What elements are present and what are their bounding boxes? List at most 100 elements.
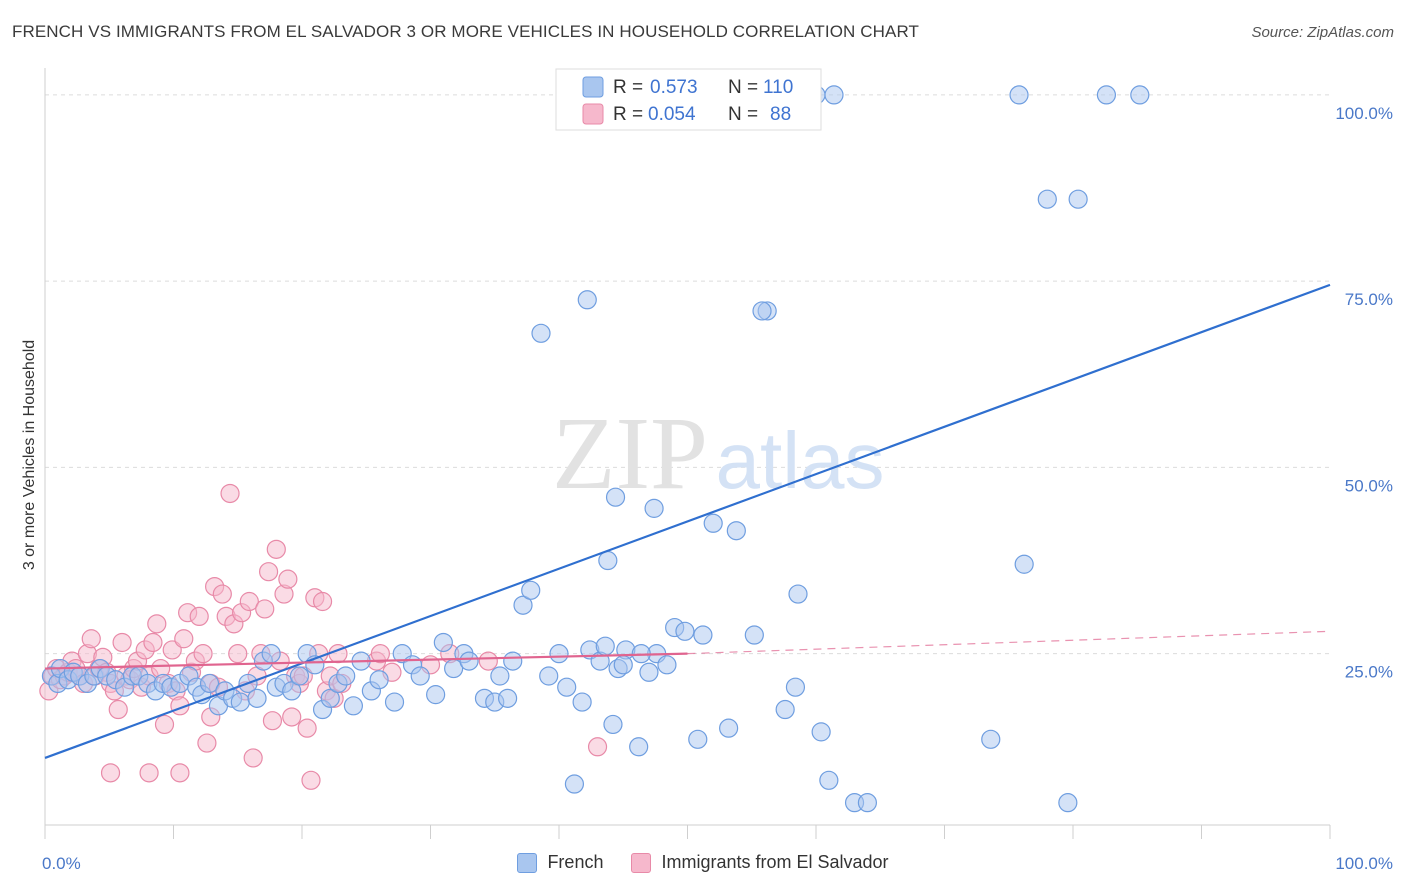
el-salvador-point-71 bbox=[312, 591, 333, 612]
legend-n-value-el-salvador: 88 bbox=[770, 104, 791, 125]
french-point-89 bbox=[726, 521, 746, 541]
french-point-28 bbox=[247, 688, 267, 708]
legend-item-el-salvador[interactable]: Immigrants from El Salvador bbox=[631, 852, 889, 873]
french-point-57 bbox=[498, 688, 518, 708]
french-point-107 bbox=[1130, 85, 1150, 105]
french-point-104 bbox=[981, 729, 1001, 749]
french-point-56 bbox=[490, 666, 510, 686]
el-salvador-point-39 bbox=[189, 606, 209, 627]
french-point-82 bbox=[657, 655, 677, 675]
french-point-26 bbox=[230, 692, 250, 712]
el-salvador-point-59 bbox=[266, 539, 286, 559]
el-salvador-point-68 bbox=[301, 770, 321, 790]
legend-n-label-french: N = bbox=[728, 77, 758, 98]
tick-labels: 25.0% 50.0% 75.0% 100.0% 0.0% 100.0% bbox=[42, 104, 1393, 873]
grid-lines bbox=[45, 94, 1330, 655]
el-salvador-point-30 bbox=[154, 714, 175, 735]
french-point-68 bbox=[603, 714, 623, 735]
chart-title: FRENCH VS IMMIGRANTS FROM EL SALVADOR 3 … bbox=[12, 22, 919, 41]
legend-swatch-el-salvador bbox=[582, 103, 604, 125]
french-point-103 bbox=[1068, 189, 1088, 209]
series-legend: French Immigrants from El Salvador bbox=[0, 852, 1406, 873]
french-point-38 bbox=[320, 688, 340, 708]
french-point-65 bbox=[572, 692, 592, 712]
legend-item-french[interactable]: French bbox=[517, 852, 603, 873]
trend-line-el-salvador bbox=[44, 652, 688, 670]
x-tick-label: 0.0% bbox=[42, 854, 81, 873]
french-point-87 bbox=[703, 513, 723, 533]
french-point-61 bbox=[539, 666, 559, 686]
y-tick-label: 25.0% bbox=[1345, 663, 1393, 682]
french-point-50 bbox=[433, 632, 453, 653]
french-point-75 bbox=[577, 290, 597, 310]
french-point-49 bbox=[426, 685, 446, 705]
french-point-96 bbox=[819, 770, 839, 790]
el-salvador-point-45 bbox=[212, 584, 232, 604]
el-salvador-point-28 bbox=[147, 614, 167, 634]
french-point-86 bbox=[693, 625, 713, 645]
el-salvador-point-53 bbox=[243, 748, 263, 768]
source-label: Source: ZipAtlas.com bbox=[1251, 24, 1394, 41]
el-salvador-point-18 bbox=[108, 699, 128, 720]
el-salvador-point-35 bbox=[174, 629, 194, 649]
french-point-99 bbox=[752, 301, 772, 321]
french-point-88 bbox=[719, 718, 739, 738]
legend-label-french: French bbox=[547, 852, 604, 872]
french-point-95 bbox=[811, 722, 831, 742]
legend-r-value-el-salvador: 0.054 bbox=[648, 104, 696, 125]
french-point-34 bbox=[289, 666, 310, 686]
french-point-44 bbox=[369, 670, 389, 690]
french-point-48 bbox=[410, 666, 430, 686]
french-point-78 bbox=[605, 487, 626, 507]
el-salvador-point-19 bbox=[112, 632, 132, 653]
french-point-71 bbox=[629, 737, 649, 757]
el-salvador-point-85 bbox=[170, 763, 190, 783]
french-point-41 bbox=[343, 696, 363, 716]
french-point-94 bbox=[788, 584, 808, 604]
el-salvador-point-62 bbox=[278, 569, 298, 589]
french-point-84 bbox=[675, 621, 695, 641]
french-point-92 bbox=[775, 699, 795, 720]
x-tick-label: 100.0% bbox=[1335, 854, 1393, 873]
french-point-109 bbox=[1058, 793, 1078, 813]
french-point-93 bbox=[785, 677, 806, 697]
legend-n-label-el-salvador: N = bbox=[728, 104, 758, 125]
french-point-59 bbox=[513, 595, 533, 615]
french-point-40 bbox=[336, 666, 356, 686]
series-el-salvador-points bbox=[39, 483, 608, 790]
stats-legend: R = 0.573 N = 110 R = 0.054 N = 88 bbox=[555, 68, 822, 131]
legend-r-label-french: R = bbox=[613, 77, 643, 98]
el-salvador-point-11 bbox=[81, 629, 101, 649]
el-salvador-point-82 bbox=[478, 651, 498, 671]
el-salvador-point-87 bbox=[587, 737, 608, 757]
french-point-76 bbox=[595, 636, 615, 656]
french-point-64 bbox=[564, 774, 585, 794]
trend-line-french bbox=[44, 283, 1331, 759]
el-salvador-point-52 bbox=[239, 591, 259, 612]
french-point-72 bbox=[639, 662, 659, 682]
french-point-101 bbox=[824, 85, 844, 105]
legend-swatch-el-salvador-bottom bbox=[631, 852, 652, 873]
legend-swatch-french-bottom bbox=[517, 852, 538, 873]
watermark-atlas: atlas bbox=[716, 416, 885, 505]
french-point-62 bbox=[549, 644, 569, 664]
el-salvador-point-32 bbox=[162, 640, 182, 660]
french-point-108 bbox=[1014, 554, 1034, 574]
french-point-105 bbox=[1009, 85, 1029, 105]
watermark-zip: ZIP bbox=[552, 396, 708, 511]
french-point-58 bbox=[503, 651, 523, 671]
legend-r-value-french: 0.573 bbox=[650, 77, 698, 98]
el-salvador-point-49 bbox=[228, 644, 248, 664]
french-point-63 bbox=[557, 677, 577, 697]
french-point-33 bbox=[282, 681, 302, 701]
trend-line-el-salvador-extension bbox=[687, 630, 1331, 655]
french-point-53 bbox=[459, 651, 479, 671]
legend-label-el-salvador: Immigrants from El Salvador bbox=[661, 852, 889, 872]
french-point-90 bbox=[744, 625, 764, 645]
french-point-60 bbox=[521, 580, 541, 600]
el-salvador-point-47 bbox=[220, 483, 240, 504]
y-tick-label: 50.0% bbox=[1345, 476, 1393, 495]
el-salvador-point-41 bbox=[197, 733, 217, 753]
el-salvador-point-27 bbox=[143, 632, 163, 653]
